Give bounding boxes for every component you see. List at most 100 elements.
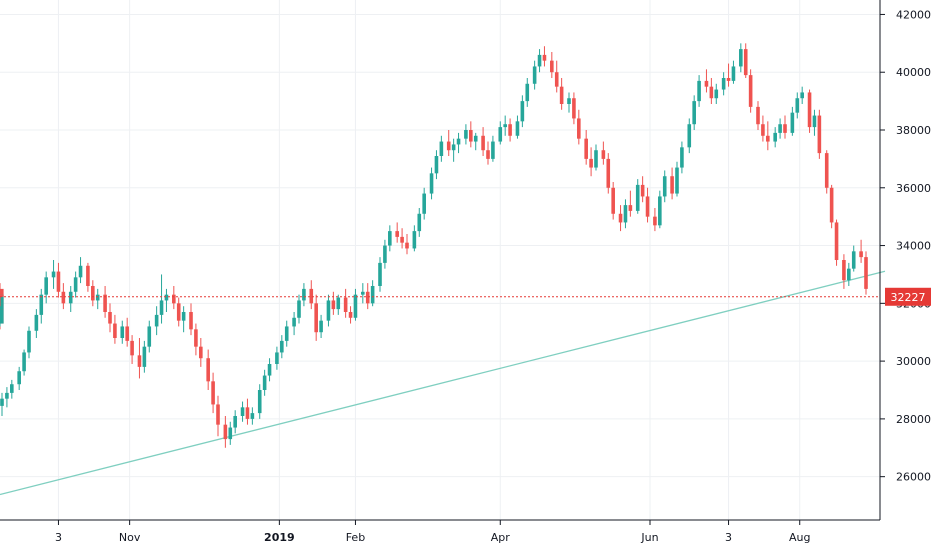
candle bbox=[44, 271, 48, 304]
candle-body bbox=[692, 101, 696, 125]
candle-body bbox=[309, 288, 314, 304]
candle-body bbox=[800, 92, 804, 99]
candle-body bbox=[51, 271, 56, 278]
candle bbox=[635, 179, 640, 214]
candle-body bbox=[17, 371, 21, 385]
candle-body bbox=[211, 381, 215, 405]
candle-body bbox=[829, 187, 834, 223]
candle bbox=[640, 176, 645, 203]
candle-body bbox=[159, 300, 164, 315]
candle bbox=[834, 219, 839, 266]
candle bbox=[56, 262, 61, 298]
candle bbox=[795, 92, 800, 119]
candle-body bbox=[498, 127, 503, 142]
candle bbox=[108, 303, 112, 333]
candle bbox=[257, 384, 262, 419]
candle-body bbox=[726, 78, 731, 81]
candle bbox=[142, 340, 147, 373]
x-tick-label: Feb bbox=[346, 531, 365, 544]
candle-body bbox=[240, 407, 245, 416]
candle-body bbox=[640, 184, 645, 197]
x-tick-label: Jun bbox=[640, 531, 658, 544]
candle-body bbox=[559, 86, 564, 104]
candle bbox=[687, 118, 692, 154]
candle-body bbox=[297, 300, 301, 318]
candle-body bbox=[446, 141, 451, 151]
candle bbox=[743, 43, 748, 78]
candle bbox=[572, 92, 576, 125]
candle bbox=[147, 320, 152, 353]
candle-body bbox=[680, 147, 684, 168]
candle-body bbox=[704, 80, 709, 87]
candle bbox=[211, 372, 215, 414]
candle bbox=[481, 127, 485, 156]
candle-body bbox=[194, 329, 198, 347]
candle bbox=[343, 288, 348, 318]
candle bbox=[446, 130, 451, 156]
candle-body bbox=[589, 158, 593, 168]
candle bbox=[216, 395, 220, 437]
candle-body bbox=[584, 138, 588, 159]
candle bbox=[658, 190, 662, 229]
candle-body bbox=[336, 297, 341, 310]
candle-body bbox=[618, 213, 623, 223]
candle-body bbox=[756, 106, 760, 125]
candle bbox=[817, 109, 822, 159]
candle bbox=[302, 283, 306, 307]
candle-body bbox=[292, 317, 296, 327]
candle-body bbox=[250, 413, 255, 419]
candle bbox=[847, 262, 851, 286]
candle-body bbox=[176, 303, 181, 321]
candle bbox=[812, 109, 817, 136]
candle-body bbox=[520, 101, 525, 122]
candle-body bbox=[739, 49, 743, 67]
candle bbox=[773, 127, 777, 148]
candle-body bbox=[606, 158, 611, 188]
current-price-label: 32227 bbox=[891, 291, 926, 304]
x-tick-label: Nov bbox=[119, 531, 141, 544]
candle-body bbox=[623, 205, 628, 223]
candles bbox=[0, 43, 868, 448]
candle bbox=[739, 43, 743, 73]
candle bbox=[0, 288, 4, 315]
candle-body bbox=[154, 314, 159, 327]
candle-body bbox=[697, 80, 701, 102]
candle bbox=[422, 187, 426, 220]
candle-body bbox=[353, 294, 358, 318]
candle bbox=[456, 132, 461, 154]
candle bbox=[113, 314, 117, 344]
candle bbox=[704, 69, 709, 93]
candle bbox=[645, 187, 650, 223]
candle-body bbox=[395, 231, 399, 237]
candle bbox=[95, 288, 100, 310]
candle-body bbox=[532, 66, 537, 84]
candle-body bbox=[68, 291, 73, 304]
candle bbox=[584, 130, 588, 165]
candle-body bbox=[743, 49, 748, 76]
candle bbox=[503, 115, 507, 136]
candle-body bbox=[515, 121, 520, 136]
candle-body bbox=[348, 312, 353, 318]
candle-body bbox=[56, 271, 61, 292]
candle-body bbox=[464, 130, 468, 139]
candle bbox=[520, 95, 525, 128]
candle-body bbox=[405, 242, 409, 249]
candle bbox=[589, 147, 593, 177]
y-tick-label: 30000 bbox=[896, 355, 931, 368]
candle-body bbox=[361, 291, 365, 295]
candle bbox=[0, 392, 4, 416]
candle bbox=[326, 294, 331, 327]
candle-body bbox=[199, 346, 203, 359]
current-price-badge bbox=[885, 287, 931, 306]
candle-body bbox=[319, 320, 323, 333]
candle-body bbox=[847, 268, 851, 281]
candle bbox=[206, 349, 210, 390]
candle bbox=[842, 254, 846, 289]
y-tick-label: 42000 bbox=[896, 8, 931, 21]
candle bbox=[567, 92, 571, 113]
candle bbox=[262, 369, 267, 396]
candle bbox=[61, 283, 66, 310]
candle-body bbox=[365, 291, 370, 304]
candle bbox=[611, 182, 615, 220]
candle bbox=[628, 190, 633, 217]
